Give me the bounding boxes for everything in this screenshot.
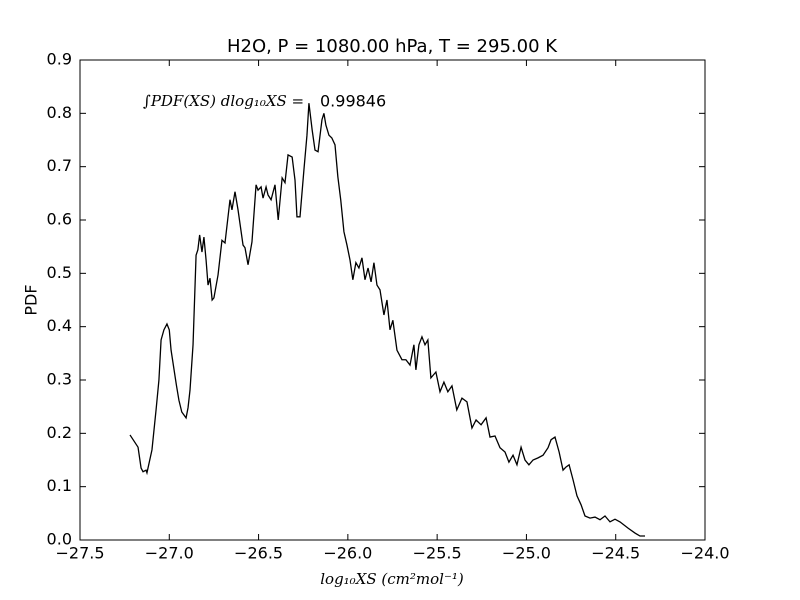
annotation-label: ∫PDF(XS) dlog₁₀XS = bbox=[143, 92, 304, 110]
x-tick-label: −25.5 bbox=[413, 544, 462, 563]
x-tick-label: −26.0 bbox=[323, 544, 372, 563]
y-tick-label: 0.5 bbox=[47, 263, 72, 282]
y-tick-label: 0.6 bbox=[47, 210, 72, 229]
y-tick-label: 0.4 bbox=[47, 316, 72, 335]
y-tick-label: 0.2 bbox=[47, 423, 72, 442]
x-tick-label: −24.5 bbox=[591, 544, 640, 563]
y-tick-label: 0.1 bbox=[47, 476, 72, 495]
y-tick-label: 0.7 bbox=[47, 156, 72, 175]
y-tick-label: 0.0 bbox=[47, 530, 72, 549]
x-tick-label: −25.0 bbox=[502, 544, 551, 563]
x-axis-label: log₁₀XS (cm²mol⁻¹) bbox=[320, 570, 464, 588]
x-tick-label: −27.5 bbox=[55, 544, 104, 563]
y-tick-label: 0.8 bbox=[47, 103, 72, 122]
chart-title: H2O, P = 1080.00 hPa, T = 295.00 K bbox=[227, 36, 558, 57]
y-tick-label: 0.3 bbox=[47, 370, 72, 389]
data-line bbox=[129, 103, 645, 537]
x-tick-label: −24.0 bbox=[680, 544, 729, 563]
plot-frame bbox=[79, 59, 706, 541]
annotation-value: 0.99846 bbox=[320, 92, 386, 111]
y-tick-label: 0.9 bbox=[47, 50, 72, 69]
y-axis-label: PDF bbox=[22, 284, 41, 315]
x-tick-label: −27.0 bbox=[145, 544, 194, 563]
x-tick-label: −26.5 bbox=[234, 544, 283, 563]
